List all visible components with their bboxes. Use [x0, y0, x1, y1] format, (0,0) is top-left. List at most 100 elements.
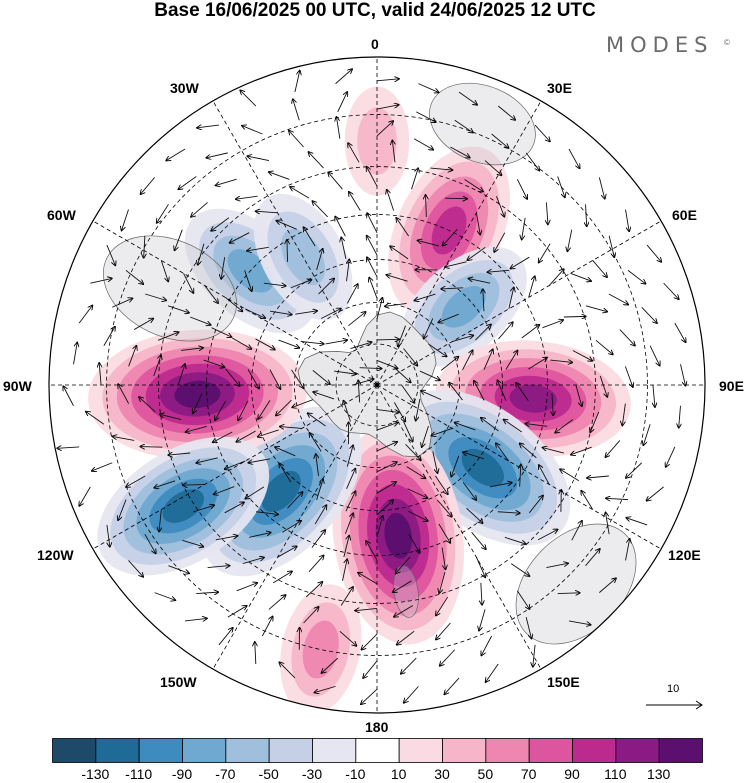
- wind-vector: [390, 246, 409, 260]
- wind-vector: [595, 339, 613, 354]
- wind-vector: [157, 204, 169, 223]
- wind-vector: [376, 298, 382, 320]
- wind-vector: [342, 559, 347, 581]
- wind-vector: [78, 306, 92, 324]
- wind-vector: [193, 393, 203, 413]
- wind-vector: [557, 593, 580, 594]
- wind-vector: [345, 491, 356, 512]
- colorbar-tick-label: 130: [646, 766, 671, 782]
- wind-vector: [387, 190, 395, 211]
- wind-vector: [525, 617, 531, 638]
- wind-vector: [439, 571, 446, 593]
- wind-vector: [494, 232, 506, 252]
- wind-vector: [418, 240, 440, 247]
- colorbar-tick-label: -130: [81, 766, 110, 782]
- colorbar-tick-label: 30: [434, 766, 450, 782]
- wind-vector: [154, 592, 176, 601]
- wind-vector: [407, 488, 427, 498]
- wind-vector: [279, 464, 292, 483]
- wind-vector: [309, 433, 322, 452]
- wind-vector: [376, 339, 399, 340]
- wind-vector: [314, 685, 336, 692]
- negative-anomaly: [97, 436, 270, 576]
- wind-vector: [397, 630, 415, 644]
- wind-vector: [166, 148, 186, 160]
- longitude-label-180: 180: [365, 719, 389, 735]
- wind-vector: [475, 212, 480, 235]
- wind-vector: [498, 322, 512, 340]
- wind-vector: [113, 436, 135, 441]
- longitude-label-30e: 30E: [547, 80, 572, 96]
- wind-vector: [277, 546, 297, 558]
- wind-vector: [508, 287, 514, 310]
- wind-vector: [408, 533, 420, 553]
- colorbar-swatch: [528, 738, 573, 763]
- wind-vector: [290, 280, 312, 289]
- wind-vector: [178, 176, 197, 189]
- wind-vector: [598, 177, 604, 198]
- wind-vector: [441, 547, 445, 570]
- colorbar-tick-label: -110: [125, 766, 153, 782]
- wind-vector: [586, 204, 587, 226]
- south-pole-marker: [374, 382, 380, 388]
- anomaly-contour: [162, 489, 205, 523]
- latitude-ring: [106, 114, 648, 656]
- wind-vector: [358, 380, 359, 403]
- wind-vector: [627, 270, 646, 283]
- wind-vector: [525, 424, 548, 427]
- wind-vector: [394, 605, 414, 617]
- wind-vector: [426, 195, 427, 217]
- wind-vector: [436, 596, 449, 616]
- wind-vector: [421, 391, 442, 401]
- longitude-label-90e: 90E: [719, 378, 744, 394]
- wind-vector: [167, 305, 189, 313]
- wind-vector: [289, 131, 304, 148]
- wind-vector: [236, 430, 256, 442]
- wind-vector: [539, 465, 550, 485]
- wind-vector: [550, 360, 572, 362]
- meridian-line: [82, 384, 378, 556]
- longitude-label-90w: 90W: [3, 378, 32, 394]
- wind-vector: [159, 509, 161, 532]
- wind-vector: [476, 557, 485, 577]
- wind-vector: [585, 305, 607, 312]
- colorbar: [52, 738, 703, 763]
- wind-vector: [451, 455, 460, 477]
- wind-vector: [191, 202, 208, 216]
- wind-vector: [398, 325, 406, 347]
- colorbar-swatch: [398, 738, 443, 763]
- wind-vector: [543, 448, 564, 454]
- colorbar-swatch: [355, 738, 400, 763]
- wind-vector: [539, 243, 551, 263]
- wind-vector: [411, 168, 419, 190]
- wind-vector: [624, 366, 632, 387]
- wind-vector: [464, 179, 483, 191]
- colorbar-tick-label: 70: [520, 766, 537, 782]
- wind-vector: [336, 117, 341, 139]
- wind-vector: [207, 566, 230, 568]
- wind-vector: [215, 536, 238, 541]
- wind-vector: [258, 429, 279, 437]
- latitude-ring: [206, 214, 548, 556]
- colorbar-swatch: [52, 738, 97, 763]
- wind-vector: [491, 133, 509, 148]
- wind-vector: [376, 423, 398, 431]
- wind-vector: [295, 311, 317, 315]
- wind-vector: [63, 386, 74, 406]
- wind-vector: [154, 480, 176, 488]
- wind-vector: [452, 335, 473, 343]
- wind-vector: [278, 339, 300, 348]
- wind-vector: [418, 83, 438, 93]
- wind-vector: [242, 126, 263, 135]
- wind-vector: [625, 539, 630, 561]
- colorbar-swatch: [225, 738, 270, 763]
- wind-vector: [450, 146, 469, 158]
- wind-vector: [255, 338, 275, 350]
- wind-vector: [361, 633, 378, 650]
- wind-vector: [674, 322, 686, 342]
- wind-vector: [346, 445, 353, 467]
- wind-vector: [211, 217, 230, 231]
- map-disc: [49, 57, 705, 713]
- wind-vector: [126, 475, 146, 487]
- wind-vector: [510, 563, 529, 576]
